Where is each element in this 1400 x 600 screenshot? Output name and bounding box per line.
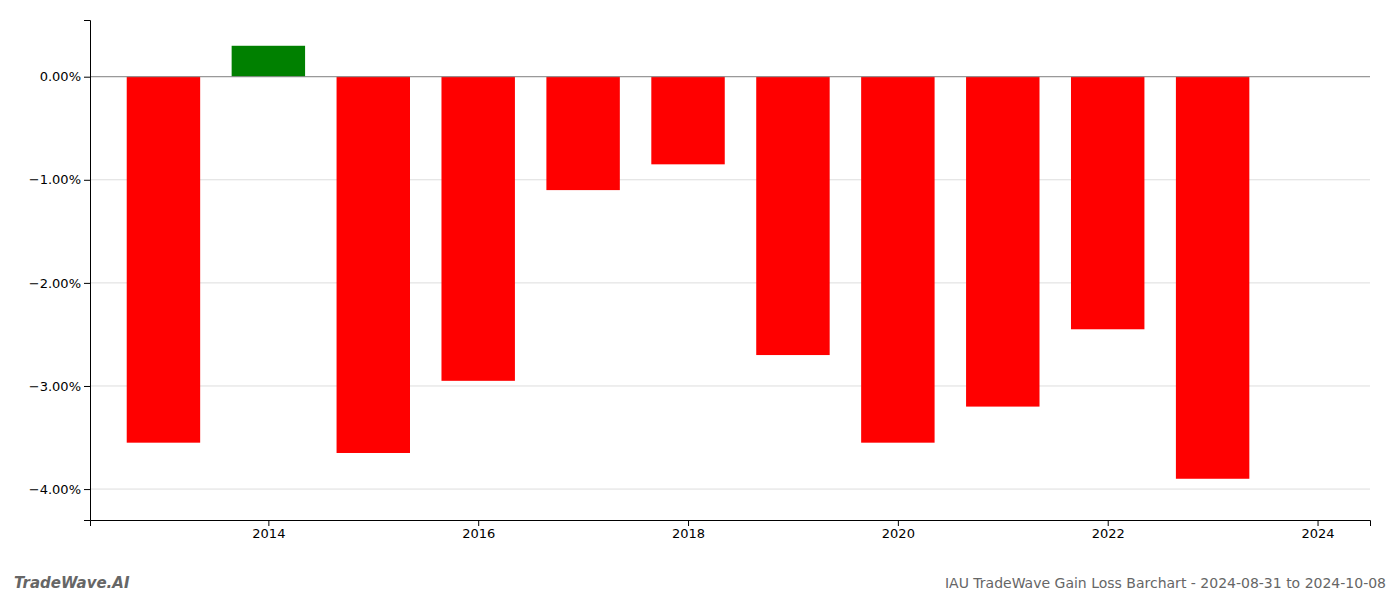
y-tick-label: −2.00% — [29, 276, 81, 291]
bar — [1176, 77, 1249, 479]
y-tick-mark — [84, 283, 90, 284]
x-tick-label: 2022 — [1092, 526, 1125, 541]
x-tick-mark — [1108, 520, 1109, 526]
bars — [127, 46, 1250, 479]
y-tick-label: −1.00% — [29, 172, 81, 187]
chart: 0.00%−1.00%−2.00%−3.00%−4.00%20142016201… — [0, 0, 1400, 600]
bar — [1071, 77, 1144, 330]
grid — [90, 77, 1370, 489]
bar — [441, 77, 514, 381]
watermark: TradeWave.AI — [14, 574, 130, 592]
y-axis: 0.00% −1.00% −2.00% −3.00% −4.00% — [29, 21, 91, 521]
bar — [232, 46, 305, 77]
x-tick: 2020 — [882, 520, 915, 541]
y-tick-label: −4.00% — [29, 482, 81, 497]
y-tick-mark — [84, 489, 90, 490]
y-tick-mark — [84, 386, 90, 387]
y-tick: −2.00% — [29, 276, 90, 291]
x-tick-mark — [268, 520, 269, 526]
plot-area: 0.00%−1.00%−2.00%−3.00%−4.00%20142016201… — [29, 21, 1371, 542]
x-tick-mark — [688, 520, 689, 526]
x-tick-mark — [898, 520, 899, 526]
x-tick-mark — [478, 520, 479, 526]
x-axis-line — [91, 521, 1371, 527]
title: IAU TradeWave Gain Loss Barchart - 2024-… — [945, 575, 1386, 591]
x-tick: 2016 — [462, 520, 495, 541]
x-tick: 2018 — [672, 520, 705, 541]
x-tick-mark — [1318, 520, 1319, 526]
x-tick-label: 2020 — [882, 526, 915, 541]
y-tick-label: 0.00% — [40, 69, 81, 84]
x-tick-label: 2024 — [1301, 526, 1334, 541]
bar — [861, 77, 934, 443]
bar — [756, 77, 829, 355]
x-tick: 2022 — [1092, 520, 1125, 541]
y-tick: −3.00% — [29, 379, 90, 394]
y-tick-mark — [84, 180, 90, 181]
y-tick: 0.00% — [40, 69, 90, 84]
grid-line — [90, 489, 1370, 490]
grid-line — [90, 76, 1370, 77]
bar — [966, 77, 1039, 407]
y-axis-line — [84, 21, 91, 521]
x-tick: 2014 — [252, 520, 285, 541]
y-tick-label: −3.00% — [29, 379, 81, 394]
y-tick: −1.00% — [29, 172, 90, 187]
bar — [651, 77, 724, 165]
x-tick-label: 2016 — [462, 526, 495, 541]
bar — [127, 77, 200, 443]
bar — [546, 77, 619, 190]
y-tick: −4.00% — [29, 482, 90, 497]
x-tick-label: 2018 — [672, 526, 705, 541]
zero-line — [90, 76, 1370, 77]
y-tick-mark — [84, 77, 90, 78]
x-axis: 2014 2016 2018 2020 2022 2024 — [91, 520, 1371, 541]
bar — [337, 77, 410, 453]
x-tick: 2024 — [1301, 520, 1334, 541]
x-tick-label: 2014 — [252, 526, 285, 541]
